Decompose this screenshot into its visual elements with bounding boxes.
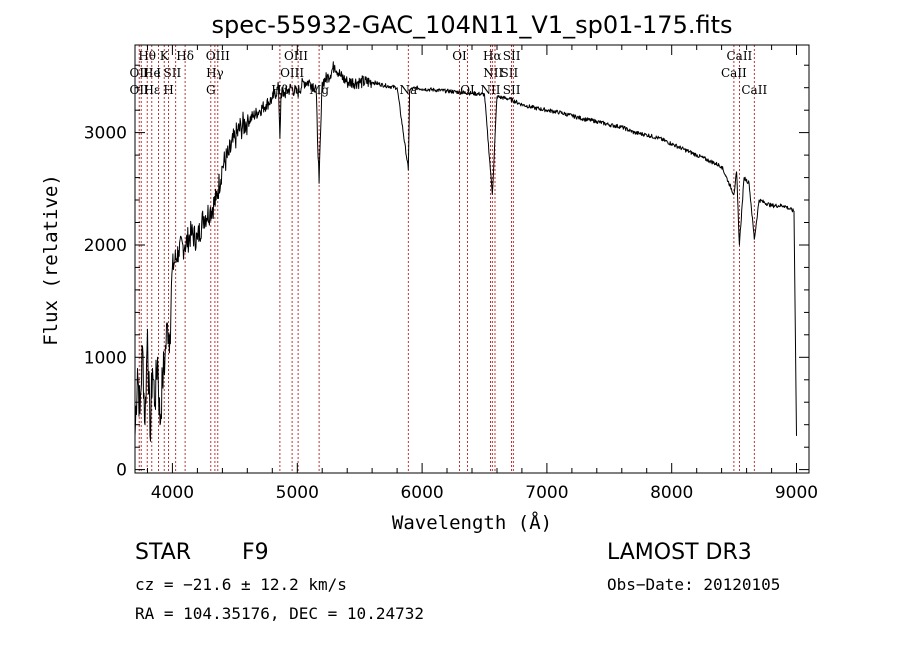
- line-label-1: K: [160, 49, 170, 63]
- line-label-17: CaII: [721, 66, 747, 80]
- line-label-18: OII: [130, 83, 150, 97]
- ra-dec-coords: RA = 104.35176, DEC = 10.24732: [135, 604, 424, 623]
- chart-title: spec-55932-GAC_104N11_V1_sp01-175.fits: [212, 11, 733, 39]
- line-label-24: Na: [399, 83, 417, 97]
- line-label-15: NII: [483, 66, 503, 80]
- y-tick-label-3: 3000: [84, 124, 127, 144]
- survey-name: LAMOST DR3: [607, 540, 752, 565]
- line-label-6: Hα: [483, 49, 502, 63]
- x-tick-label-5: 9000: [775, 483, 818, 503]
- object-class: STAR: [135, 540, 192, 565]
- line-label-0: Hθ: [138, 49, 156, 63]
- x-axis-label: Wavelength (Å): [392, 511, 552, 534]
- x-tick-label-4: 8000: [650, 483, 693, 503]
- x-tick-label-2: 6000: [400, 483, 443, 503]
- line-label-9: OII: [130, 66, 150, 80]
- line-label-10: He: [143, 66, 161, 80]
- line-label-12: SII: [164, 66, 182, 80]
- y-axis-label: Flux (relative): [40, 174, 62, 346]
- line-label-28: CaII: [741, 83, 767, 97]
- line-label-25: OI: [460, 83, 475, 97]
- line-label-13: Hγ: [206, 66, 224, 80]
- line-label-3: OIII: [206, 49, 230, 63]
- redshift-cz: cz = −21.6 ± 12.2 km/s: [135, 575, 347, 594]
- plot-frame: [134, 44, 810, 474]
- y-tick-label-2: 2000: [84, 236, 127, 256]
- line-label-4: OIII: [284, 49, 308, 63]
- x-tick-label-3: 7000: [525, 483, 568, 503]
- x-tick-label-0: 4000: [151, 483, 194, 503]
- line-label-26: NII: [481, 83, 501, 97]
- line-label-27: SII: [503, 83, 521, 97]
- line-label-16: SII: [501, 66, 519, 80]
- y-tick-label-0: 0: [116, 461, 127, 481]
- line-label-21: G: [206, 83, 216, 97]
- spectrum-line: [134, 61, 797, 442]
- line-label-11: I: [156, 66, 161, 80]
- line-label-20: H: [163, 83, 173, 97]
- x-tick-label-1: 5000: [276, 483, 319, 503]
- line-label-2: Hδ: [176, 49, 194, 63]
- object-subclass: F9: [242, 540, 269, 565]
- line-label-7: SII: [503, 49, 521, 63]
- axis-ticks: 4000 5000 6000 7000 8000 9000 0 1000 2000 3000: [84, 45, 818, 503]
- y-tick-label-1: 1000: [84, 348, 127, 368]
- obs-date: Obs−Date: 20120105: [607, 575, 781, 594]
- line-label-8: CaII: [726, 49, 752, 63]
- line-label-5: OI: [452, 49, 467, 63]
- line-label-19: Hε: [143, 83, 160, 97]
- line-label-14: OIII: [280, 66, 304, 80]
- emission-line-markers: [138, 45, 755, 473]
